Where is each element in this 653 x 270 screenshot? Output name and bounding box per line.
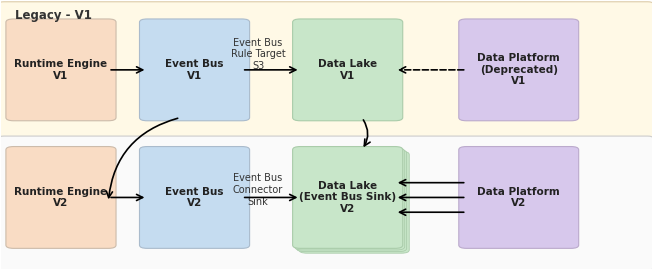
FancyBboxPatch shape (140, 147, 249, 248)
Text: Runtime Engine
V1: Runtime Engine V1 (14, 59, 108, 81)
FancyBboxPatch shape (140, 19, 249, 121)
FancyArrowPatch shape (111, 67, 142, 73)
FancyArrowPatch shape (106, 118, 178, 198)
FancyBboxPatch shape (299, 151, 409, 253)
Text: Event Bus
Connector
Sink: Event Bus Connector Sink (233, 173, 283, 207)
FancyBboxPatch shape (295, 148, 405, 250)
FancyBboxPatch shape (293, 147, 403, 248)
FancyArrowPatch shape (245, 67, 296, 73)
Text: Legacy - V1: Legacy - V1 (15, 9, 92, 22)
FancyArrowPatch shape (111, 194, 142, 201)
FancyArrowPatch shape (245, 194, 296, 201)
FancyArrowPatch shape (400, 194, 464, 201)
FancyArrowPatch shape (400, 67, 464, 73)
Text: Data Platform
V2: Data Platform V2 (477, 187, 560, 208)
Text: Data Platform
(Deprecated)
V1: Data Platform (Deprecated) V1 (477, 53, 560, 86)
FancyBboxPatch shape (459, 19, 579, 121)
FancyArrowPatch shape (400, 209, 464, 215)
FancyArrowPatch shape (400, 180, 464, 186)
FancyArrowPatch shape (363, 120, 370, 146)
Text: Data Lake
(Event Bus Sink)
V2: Data Lake (Event Bus Sink) V2 (299, 181, 396, 214)
FancyBboxPatch shape (293, 19, 403, 121)
FancyBboxPatch shape (6, 147, 116, 248)
Text: Event Bus
V2: Event Bus V2 (165, 187, 224, 208)
Text: Event Bus
V1: Event Bus V1 (165, 59, 224, 81)
Text: Runtime Engine
V2: Runtime Engine V2 (14, 187, 108, 208)
FancyBboxPatch shape (0, 2, 653, 139)
FancyBboxPatch shape (459, 147, 579, 248)
FancyBboxPatch shape (6, 19, 116, 121)
FancyBboxPatch shape (296, 150, 407, 252)
Text: Data Lake
V1: Data Lake V1 (318, 59, 377, 81)
Text: Event Bus
Rule Target
S3: Event Bus Rule Target S3 (231, 38, 285, 71)
FancyBboxPatch shape (0, 136, 653, 270)
